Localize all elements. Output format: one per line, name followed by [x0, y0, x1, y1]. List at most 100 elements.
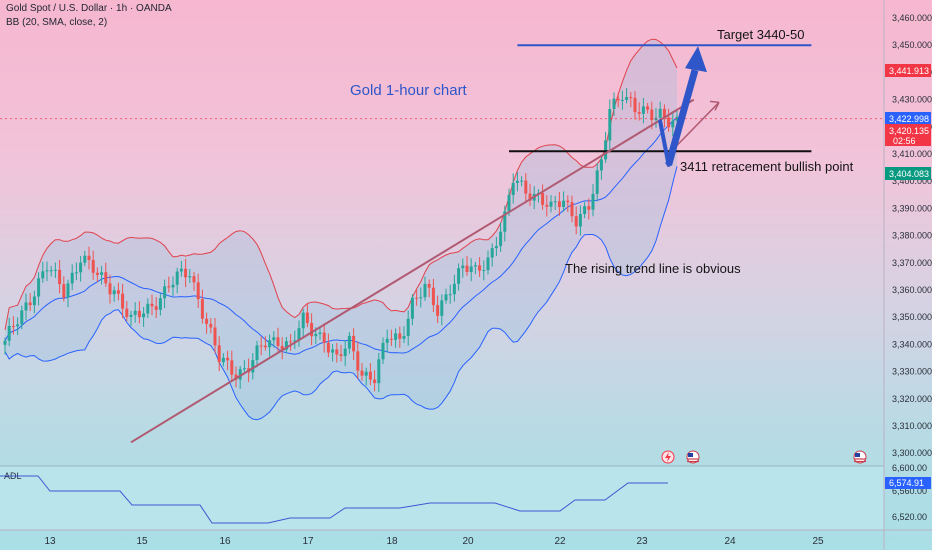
candle-body — [142, 313, 146, 318]
x-tick-label: 22 — [554, 536, 566, 547]
candle-body — [373, 379, 377, 384]
candle-body — [650, 109, 654, 121]
us-flag-icon[interactable] — [686, 450, 700, 464]
support-badge-text: 3,404.083 — [889, 169, 929, 179]
candle-body — [167, 286, 171, 288]
trend-annotation: The rising trend line is obvious — [565, 261, 741, 276]
candle-body — [511, 182, 515, 195]
y-tick-label: 3,330.000 — [892, 367, 932, 377]
support-price-badge: 3,404.083 — [885, 167, 931, 180]
current-price-badge: 3,422.998 — [885, 112, 931, 125]
candle-body — [335, 349, 339, 355]
lightning-icon-bolt — [665, 452, 671, 462]
x-tick-label: 18 — [386, 536, 398, 547]
candle-body — [431, 287, 435, 306]
candle-body — [74, 272, 78, 274]
candle-body — [179, 268, 183, 272]
candle-body — [604, 140, 608, 160]
candle-body — [566, 200, 570, 203]
us-flag-icon[interactable] — [853, 450, 867, 464]
candle-body — [440, 300, 444, 316]
candle-body — [524, 180, 528, 194]
candle-body — [452, 283, 456, 295]
candle-body — [238, 369, 242, 380]
candle-body — [205, 318, 209, 324]
candle-body — [478, 265, 482, 271]
adl-pane-bg — [0, 466, 884, 530]
candle-body — [41, 271, 45, 279]
y-tick-label: 3,360.000 — [892, 285, 932, 295]
price-axis[interactable]: 3,460.0003,450.0003,440.0003,430.0003,42… — [892, 13, 932, 458]
candle-body — [20, 310, 24, 325]
candle-body — [200, 299, 204, 319]
y-tick-label: 3,300.000 — [892, 448, 932, 458]
candle-body — [242, 368, 246, 370]
candle-body — [415, 297, 419, 299]
candle-body — [314, 333, 318, 337]
candle-body — [667, 117, 671, 128]
chart-title-annotation: Gold 1-hour chart — [350, 82, 468, 99]
candle-body — [629, 97, 633, 99]
candle-body — [595, 170, 599, 194]
candle-body — [221, 357, 225, 363]
candle-body — [3, 340, 7, 345]
candle-body — [331, 349, 335, 353]
candle-body — [16, 324, 20, 327]
candle-body — [116, 290, 120, 294]
candle-body — [7, 325, 11, 341]
symbol-title[interactable]: Gold Spot / U.S. Dollar · 1h · OANDA — [6, 3, 172, 14]
candle-body — [473, 265, 477, 267]
candle-body — [465, 265, 469, 272]
candle-body — [671, 120, 675, 128]
band-fill — [5, 39, 677, 420]
candle-body — [423, 283, 427, 298]
candle-body — [549, 201, 553, 207]
candle-body — [70, 272, 74, 284]
candle-body — [457, 268, 461, 284]
candle-body — [461, 265, 465, 269]
candle-body — [150, 303, 154, 307]
candle-body — [163, 286, 167, 299]
candle-body — [318, 332, 322, 334]
candle-body — [368, 371, 372, 380]
x-tick-label: 24 — [724, 536, 736, 547]
drawings[interactable] — [0, 44, 884, 444]
indicator-label[interactable]: BB (20, SMA, close, 2) — [6, 17, 108, 28]
y-tick-label: 3,370.000 — [892, 258, 932, 268]
x-tick-label: 16 — [219, 536, 231, 547]
time-axis[interactable]: 13 15 16 17 18 20 22 23 24 25 — [44, 536, 824, 547]
candle-body — [347, 335, 351, 349]
high-badge-bg — [885, 64, 931, 77]
candle-body — [448, 294, 452, 296]
candle-body — [37, 278, 41, 297]
candle-body — [402, 335, 406, 339]
candle-body — [356, 351, 360, 371]
candle-body — [104, 272, 108, 284]
candle-body — [641, 106, 645, 114]
candle-body — [612, 98, 616, 109]
candle-body — [646, 106, 650, 110]
lightning-icon[interactable] — [661, 450, 675, 464]
candle-body — [419, 297, 423, 299]
candle-body — [305, 312, 309, 323]
candle-body — [608, 108, 612, 141]
candle-body — [301, 312, 305, 329]
adl-line — [0, 475, 668, 524]
y-tick-label: 3,450.000 — [892, 40, 932, 50]
adl-tick: 6,600.00 — [892, 463, 927, 473]
candle-body — [364, 371, 368, 376]
candle-body — [289, 341, 293, 343]
candle-body — [587, 206, 591, 210]
candle-body — [591, 193, 595, 210]
us-flag-icon-canton — [688, 453, 693, 457]
trend-line[interactable] — [130, 98, 695, 444]
y-tick-label: 3,310.000 — [892, 421, 932, 431]
candle-body — [625, 97, 629, 100]
candle-body — [112, 290, 116, 295]
current-badge-bg — [885, 112, 931, 125]
candle-body — [251, 360, 255, 373]
candle-body — [410, 297, 414, 319]
candle-body — [574, 216, 578, 227]
x-tick-label: 13 — [44, 536, 56, 547]
